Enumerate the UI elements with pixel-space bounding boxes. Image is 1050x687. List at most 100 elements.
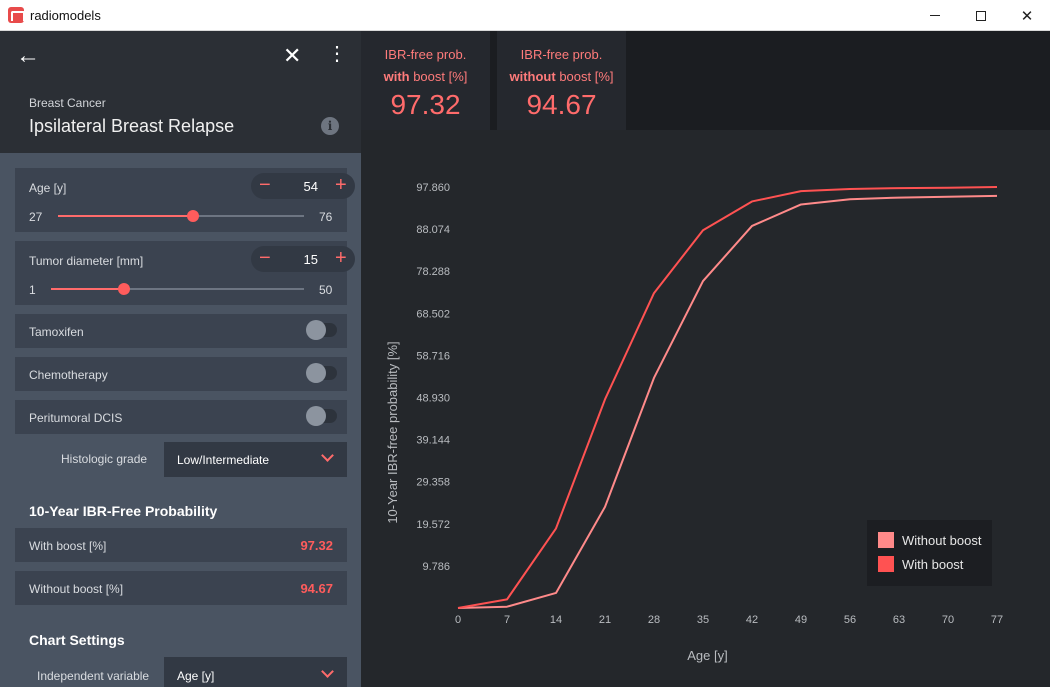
age-label: Age [y] xyxy=(29,181,67,195)
legend-label: Without boost xyxy=(902,533,982,548)
y-tick-label: 48.930 xyxy=(416,393,450,405)
age-slider-fill xyxy=(58,215,194,217)
y-tick-label: 97.860 xyxy=(416,182,450,194)
x-tick-label: 28 xyxy=(648,614,660,626)
indep-var-label: Independent variable xyxy=(37,669,150,683)
x-tick-label: 35 xyxy=(697,614,709,626)
tumor-slider-handle[interactable] xyxy=(118,283,131,295)
age-slider-handle[interactable] xyxy=(187,210,200,222)
tumor-stepper[interactable]: − 15 + xyxy=(251,246,355,272)
sidebar: ← ✕ ⋮ Breast Cancer Ipsilateral Breast R… xyxy=(0,31,361,687)
kpi-value: 97.32 xyxy=(390,89,461,120)
without-boost-row: Without boost [%] 94.67 xyxy=(15,571,347,605)
more-vert-icon[interactable]: ⋮ xyxy=(327,43,347,65)
tumor-max: 50 xyxy=(319,283,333,297)
kpi-caption-rest: boost [%] xyxy=(409,69,468,84)
tumor-value[interactable]: 15 xyxy=(303,252,318,267)
model-title: Ipsilateral Breast Relapse xyxy=(29,116,235,136)
x-tick-label: 63 xyxy=(893,614,905,626)
x-tick-label: 14 xyxy=(550,614,562,626)
y-axis-label: 10-Year IBR-free probability [%] xyxy=(385,341,400,523)
without-boost-value: 94.67 xyxy=(300,581,333,596)
info-icon[interactable]: i xyxy=(321,117,339,135)
legend-label: With boost xyxy=(902,557,964,572)
kpi-caption-2: without boost [%] xyxy=(497,69,626,84)
main-area: IBR-free prob. with boost [%] 97.32 IBR-… xyxy=(361,31,1050,687)
series-line-without-boost xyxy=(457,194,998,609)
chart-settings-title: Chart Settings xyxy=(29,632,125,648)
age-decrement-button[interactable]: − xyxy=(259,174,271,196)
minimize-icon xyxy=(930,15,940,16)
dcis-toggle[interactable] xyxy=(306,406,337,426)
y-tick-label: 88.074 xyxy=(416,224,450,236)
tamoxifen-row: Tamoxifen xyxy=(15,314,347,348)
title-bar: radiomodels ✕ xyxy=(0,0,1050,31)
kpi-without-boost: IBR-free prob. without boost [%] 94.67 xyxy=(497,31,626,130)
x-axis-label: Age [y] xyxy=(687,648,727,663)
age-min: 27 xyxy=(29,210,43,224)
tamoxifen-label: Tamoxifen xyxy=(29,325,84,339)
legend-swatch xyxy=(878,556,894,572)
kpi-bar: IBR-free prob. with boost [%] 97.32 IBR-… xyxy=(361,31,1050,130)
legend-swatch xyxy=(878,532,894,548)
x-tick-label: 42 xyxy=(746,614,758,626)
y-tick-label: 68.502 xyxy=(416,308,450,320)
age-slider[interactable] xyxy=(58,210,304,222)
window-close-button[interactable]: ✕ xyxy=(1004,0,1050,31)
grade-label: Histologic grade xyxy=(61,452,148,466)
kpi-caption: IBR-free prob. xyxy=(384,47,467,62)
toggle-knob xyxy=(306,363,326,383)
tumor-slider[interactable] xyxy=(51,283,304,295)
age-increment-button[interactable]: + xyxy=(335,174,347,196)
y-tick-label: 39.144 xyxy=(416,435,450,447)
sidebar-header: ← ✕ ⋮ Breast Cancer Ipsilateral Breast R… xyxy=(0,31,361,153)
y-tick-label: 19.572 xyxy=(416,519,450,531)
with-boost-row: With boost [%] 97.32 xyxy=(15,528,347,562)
grade-select[interactable]: Low/Intermediate xyxy=(164,442,347,477)
age-input-panel: Age [y] − 54 + 27 76 xyxy=(15,168,355,232)
toggle-knob xyxy=(306,320,326,340)
kpi-emphasis: with xyxy=(383,69,410,84)
with-boost-value: 97.32 xyxy=(300,538,333,553)
x-tick-label: 49 xyxy=(795,614,807,626)
toggle-knob xyxy=(306,406,326,426)
tamoxifen-toggle[interactable] xyxy=(306,320,337,340)
with-boost-label: With boost [%] xyxy=(29,539,107,553)
y-tick-label: 9.786 xyxy=(422,561,450,573)
age-stepper[interactable]: − 54 + xyxy=(251,173,355,199)
chemotherapy-label: Chemotherapy xyxy=(29,368,108,382)
indep-var-select[interactable]: Age [y] xyxy=(164,657,347,687)
minimize-button[interactable] xyxy=(912,0,958,31)
tumor-increment-button[interactable]: + xyxy=(335,247,347,269)
y-tick-label: 29.358 xyxy=(416,477,450,489)
age-value[interactable]: 54 xyxy=(303,179,318,194)
kpi-caption-2: with boost [%] xyxy=(361,69,490,84)
x-tick-label: 56 xyxy=(844,614,856,626)
legend-box xyxy=(867,520,992,586)
grade-value: Low/Intermediate xyxy=(177,453,270,467)
x-tick-label: 7 xyxy=(504,614,510,626)
tumor-input-panel: Tumor diameter [mm] − 15 + 1 50 xyxy=(15,241,355,305)
y-tick-label: 58.716 xyxy=(416,350,450,362)
y-tick-label: 78.288 xyxy=(416,266,450,278)
app-icon xyxy=(8,7,25,23)
close-icon[interactable]: ✕ xyxy=(283,43,302,68)
chemotherapy-toggle[interactable] xyxy=(306,363,337,383)
kpi-caption: IBR-free prob. xyxy=(520,47,603,62)
results-title: 10-Year IBR-Free Probability xyxy=(29,503,218,519)
kpi-with-boost: IBR-free prob. with boost [%] 97.32 xyxy=(361,31,490,130)
chevron-down-icon xyxy=(321,665,334,678)
maximize-button[interactable] xyxy=(958,0,1004,31)
kpi-value: 94.67 xyxy=(526,89,597,120)
chevron-down-icon xyxy=(321,449,334,462)
tumor-slider-fill xyxy=(51,288,125,290)
x-tick-label: 0 xyxy=(455,614,461,626)
series-line-with-boost xyxy=(457,186,998,609)
model-category: Breast Cancer xyxy=(29,96,106,110)
tumor-decrement-button[interactable]: − xyxy=(259,247,271,269)
tumor-min: 1 xyxy=(29,283,36,297)
ibr-chart: 9.786 19.572 29.358 39.144 48.930 58.716 68.50… xyxy=(361,130,1050,687)
back-arrow-icon[interactable]: ← xyxy=(16,42,40,69)
kpi-emphasis: without xyxy=(509,69,556,84)
dcis-label: Peritumoral DCIS xyxy=(29,411,123,425)
